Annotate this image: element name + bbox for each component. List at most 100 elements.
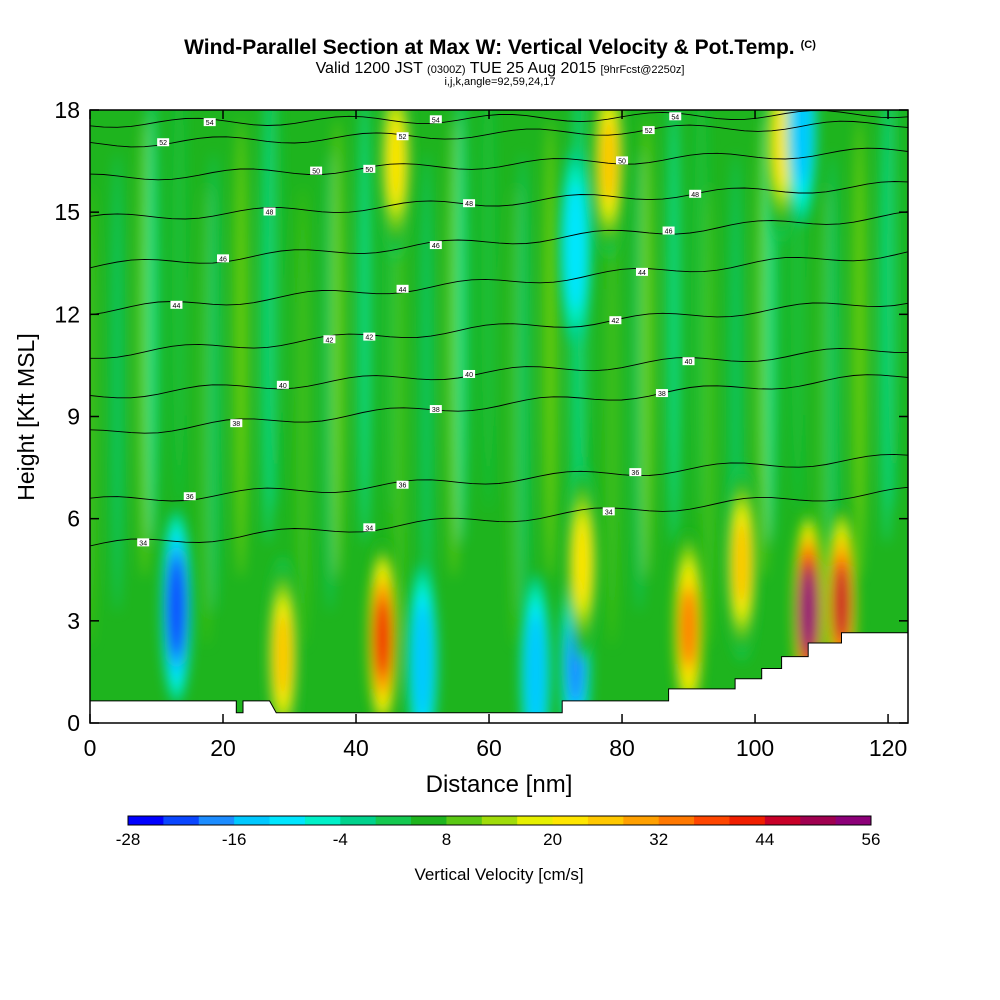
y-tick-label: 9 [67,404,80,430]
colorbar-frame [127,815,872,826]
contour-label: 44 [399,287,407,294]
theta-contour [90,120,908,148]
contour-label: 40 [279,383,287,390]
velocity-streak [330,118,345,579]
velocity-streak [887,110,902,511]
velocity-streak [419,152,434,613]
y-tick-label: 0 [67,710,80,736]
chart-title: Wind-Parallel Section at Max W: Vertical… [184,36,816,59]
x-tick-label: 80 [609,735,635,761]
contour-label: 44 [638,270,646,277]
colorbar-label: Vertical Velocity [cm/s] [414,865,583,884]
plot-area: 34 34 34 36 36 36 38 38 38 40 40 40 42 42 42 44 44 44 46 46… [90,110,908,723]
velocity-streak [666,110,681,545]
colorbar-tick-label: 44 [755,830,774,849]
contour-label: 40 [685,359,693,366]
velocity-cell [833,565,850,642]
velocity-cell [168,569,185,646]
velocity-cell [387,121,405,201]
contour-label: 38 [658,391,666,398]
y-tick-label: 15 [54,199,80,225]
velocity-cell [800,572,817,649]
contour-label: 52 [159,140,167,147]
colorbar-swatch [517,816,554,825]
contour-label-bg [363,523,376,532]
velocity-streak [454,110,469,545]
x-tick-label: 60 [476,735,502,761]
contour-label: 38 [232,421,240,428]
contour-label: 36 [631,470,639,477]
velocity-streak [481,110,496,511]
velocity-streak [639,118,654,579]
contour-label: 50 [365,167,373,174]
velocity-cell [566,200,585,292]
velocity-streak [543,118,558,579]
contour-label: 48 [465,201,473,208]
theta-contour [90,302,908,359]
contour-label: 34 [365,525,373,532]
theta-contour [90,251,908,316]
contour-label-bg [616,156,629,165]
velocity-cell [773,110,790,184]
contour-label: 42 [611,318,619,325]
contour-label: 34 [139,540,147,547]
colorbar-swatch [729,816,766,825]
contour-label: 54 [206,120,214,127]
x-tick-label: 0 [84,735,97,761]
contour-label: 48 [266,210,274,217]
colorbar-swatch [304,816,341,825]
contour-label-bg [230,419,243,428]
contour-label: 46 [219,256,227,263]
y-tick-label: 18 [54,97,80,123]
velocity-cell [680,589,697,666]
colorbar-swatch [234,816,271,825]
theta-contour [90,453,908,502]
colorbar: -28 -16 -4 8 20 32 44 56 [116,815,881,849]
contour-label-bg [642,126,655,135]
colorbar-tick-label: 56 [862,830,881,849]
velocity-cell [573,523,591,603]
contour-label: 34 [605,509,613,516]
chart-subtitle: Valid 1200 JST (0300Z) TUE 25 Aug 2015 [… [315,60,685,77]
colorbar-tick-label: -4 [333,830,348,849]
colorbar-swatch [163,816,200,825]
contour-label-bg [170,300,183,309]
contour-label-bg [463,369,476,378]
colorbar-swatch [375,816,412,825]
contour-label-bg [609,316,622,325]
contour-label: 48 [691,192,699,199]
contour-label-bg [602,507,615,516]
velocity-cell [792,110,811,170]
colorbar-swatch [198,816,235,825]
contour-label-bg [363,332,376,341]
contour-label: 50 [618,158,626,165]
contour-label: 52 [399,134,407,141]
contour-label-bg [396,480,409,489]
y-tick-label: 3 [67,608,80,634]
contour-label-bg [655,389,668,398]
colorbar-swatch [552,816,589,825]
contour-label: 42 [365,335,373,342]
colorbar-swatch [835,816,872,825]
velocity-streak [852,118,867,579]
colorbar-swatch [340,816,377,825]
contour-label-bg [363,164,376,173]
velocity-streak [701,186,716,647]
colorbar-swatch [128,816,164,825]
contour-label-bg [463,199,476,208]
colorbar-swatch [481,816,518,825]
contour-label: 42 [326,337,334,344]
contour-label: 50 [312,169,320,176]
velocity-cell [600,123,617,200]
velocity-streak [206,152,221,613]
contour-label: 46 [665,229,673,236]
contour-label-bg [183,492,196,501]
velocity-streak [605,186,620,647]
velocity-streak [233,118,248,579]
velocity-streak [357,110,372,545]
x-tick-label: 120 [869,735,907,761]
theta-contour [90,147,908,181]
theta-contour [90,110,908,128]
contour-label: 54 [432,117,440,124]
